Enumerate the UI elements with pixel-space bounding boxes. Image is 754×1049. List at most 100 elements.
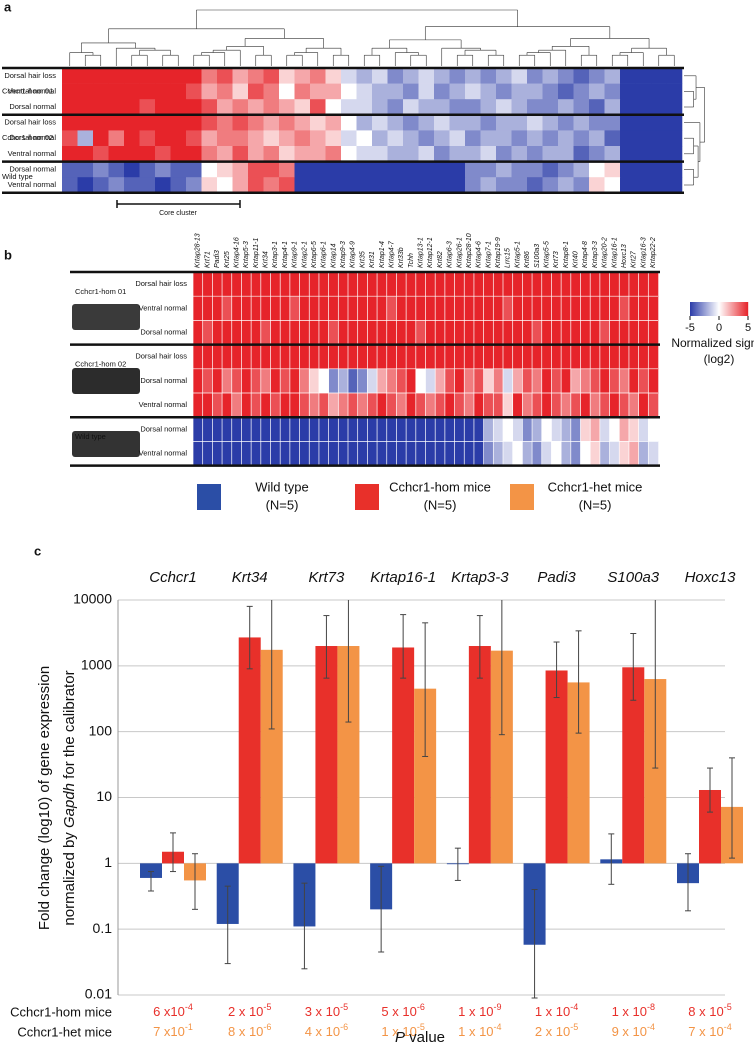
heatmap-cell (599, 296, 610, 321)
bar (414, 688, 437, 864)
heatmap-cell (434, 146, 450, 162)
heatmap-cell (503, 344, 513, 370)
colorbar-segment (744, 302, 746, 316)
heatmap-cell (527, 99, 543, 116)
heatmap-cell (635, 161, 652, 178)
heatmap-cell (589, 68, 605, 84)
row-label: Dorsal hair loss (4, 118, 56, 127)
heatmap-cell (260, 296, 271, 321)
colorbar-segment (743, 302, 745, 316)
heatmap-cell (542, 83, 559, 100)
column-label: Krtap20-2 (602, 237, 609, 268)
row-label: Dorsal normal (9, 133, 56, 142)
heatmap-cell (473, 368, 484, 394)
heatmap-cell (279, 161, 295, 178)
heatmap-cell (620, 161, 636, 178)
heatmap-cell (289, 368, 300, 394)
colorbar-segment (729, 302, 731, 316)
heatmap-cell (444, 368, 455, 394)
heatmap-cell (124, 177, 140, 194)
heatmap-cell (483, 272, 494, 297)
heatmap-cell (542, 177, 559, 194)
legend-n: (N=5) (579, 497, 612, 512)
heatmap-cell (496, 146, 512, 162)
colorbar-segment (691, 302, 693, 316)
column-label: Krtap4-8 (582, 241, 589, 268)
heatmap-cell (480, 146, 497, 162)
p-value-base: 2 x 10 (228, 1004, 263, 1019)
heatmap-cell (93, 177, 109, 194)
group-label: Cchcr1-hom 02 (75, 360, 126, 369)
heatmap-cell (231, 417, 242, 442)
heatmap-cell (551, 344, 562, 370)
heatmap-cell (201, 130, 218, 147)
heatmap-cell (449, 146, 466, 162)
heatmap-cell (666, 83, 683, 100)
heatmap-cell (299, 441, 310, 466)
p-value: 1 x 10-8 (612, 1002, 655, 1019)
heatmap-cell (377, 393, 388, 418)
p-value-exponent: -6 (263, 1022, 271, 1032)
heatmap-cell (532, 272, 543, 297)
heatmap-cell (310, 99, 326, 116)
heatmap-cell (348, 344, 358, 370)
heatmap-cell (232, 146, 249, 162)
legend-label: Cchcr1-hom mice (389, 479, 491, 494)
heatmap-cell (493, 441, 504, 466)
p-value-exponent: -1 (185, 1022, 193, 1032)
heatmap-cell (202, 320, 213, 345)
heatmap-cell (406, 272, 417, 297)
heatmap-cell (289, 320, 300, 345)
heatmap-cell (309, 320, 320, 345)
heatmap-cell (280, 417, 291, 442)
heatmap-cell (299, 296, 310, 321)
heatmap-cell (604, 68, 621, 84)
column-label: Krtap7-1 (485, 241, 492, 268)
heatmap-cell (309, 296, 320, 321)
heatmap-cell (396, 417, 407, 442)
heatmap-cell (590, 417, 601, 442)
column-label: Krtap28-10 (466, 233, 473, 268)
heatmap-cell (590, 368, 601, 394)
heatmap-cell (217, 68, 233, 84)
heatmap-cell (418, 83, 435, 100)
heatmap-cell (202, 344, 213, 370)
column-label: Krtap8-1 (563, 241, 570, 268)
heatmap-cell (503, 296, 513, 321)
column-label: Krtap4-7 (388, 240, 395, 268)
heatmap-cell (241, 296, 252, 321)
heatmap-cell (212, 272, 223, 297)
heatmap-cell (496, 177, 512, 194)
heatmap-cell (139, 114, 156, 131)
column-label: Hoxc13 (621, 244, 628, 268)
heatmap-cell (604, 130, 621, 147)
heatmap-cell (62, 83, 78, 100)
heatmap-cell (425, 393, 436, 418)
heatmap-cell (449, 177, 466, 194)
heatmap-cell (551, 441, 562, 466)
row-label: Ventral normal (139, 400, 188, 409)
mouse-photo (72, 304, 140, 330)
p-value-base: 7 x10 (153, 1024, 185, 1039)
heatmap-cell (212, 393, 223, 418)
heatmap-cell (348, 393, 358, 418)
heatmap-cell (503, 368, 513, 394)
heatmap-cell (93, 146, 109, 162)
p-value-exponent: -9 (494, 1002, 502, 1012)
heatmap-cell (503, 320, 513, 345)
colorbar-segment (727, 302, 729, 316)
heatmap-cell (124, 114, 140, 131)
heatmap-cell (108, 99, 125, 116)
heatmap-cell (558, 161, 574, 178)
mouse-photo (72, 431, 140, 457)
heatmap-cell (299, 344, 310, 370)
heatmap-cell (425, 344, 436, 370)
heatmap-cell (580, 272, 591, 297)
heatmap-cell (270, 417, 281, 442)
heatmap-cell (62, 177, 78, 194)
heatmap-cell (232, 83, 249, 100)
colorbar-segment (719, 302, 721, 316)
heatmap-cell (387, 83, 404, 100)
colorbar-segment (739, 302, 741, 316)
heatmap-cell (648, 296, 659, 321)
